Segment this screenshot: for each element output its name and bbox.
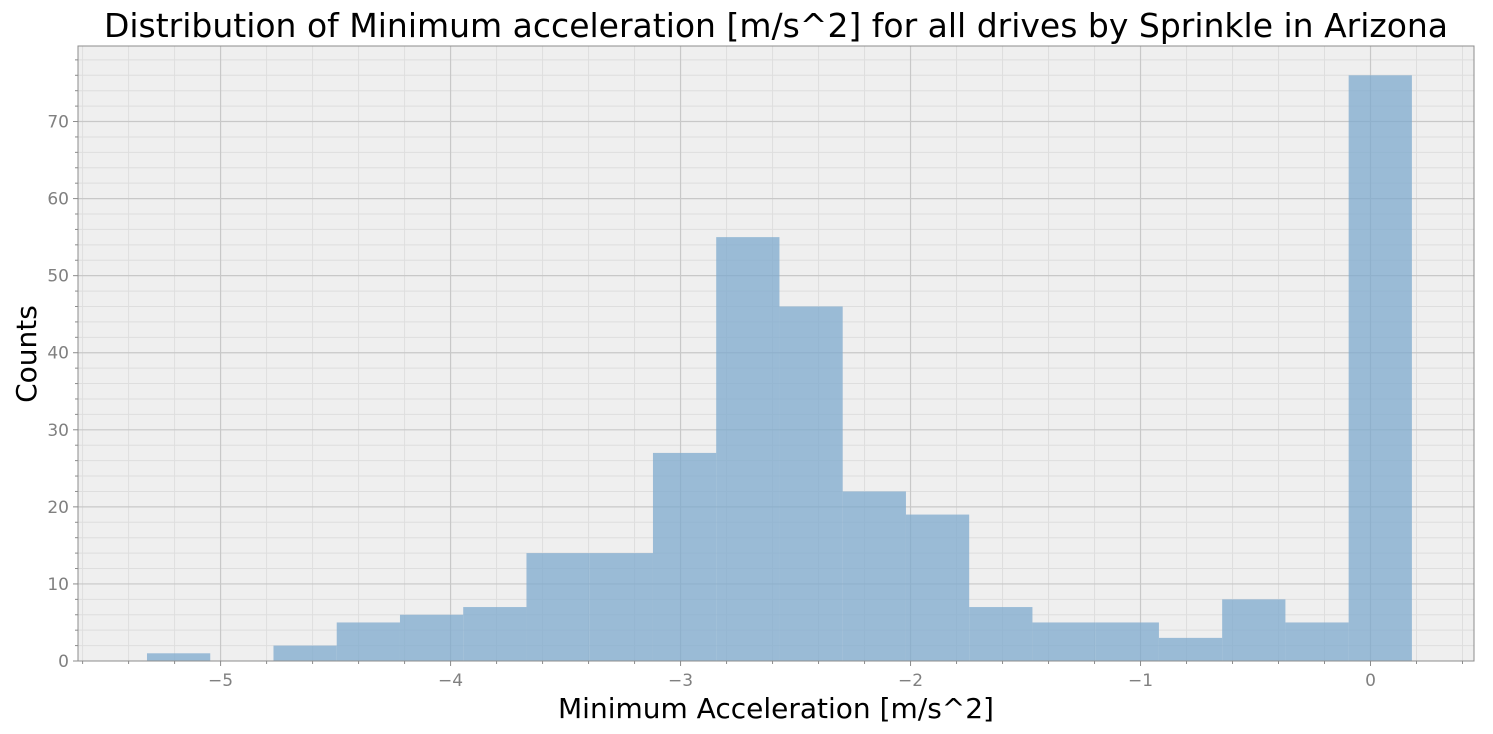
x-tick-label: −1 xyxy=(1128,671,1153,691)
histogram-bar xyxy=(779,306,843,661)
minor-grid xyxy=(78,46,1474,661)
y-tick-label: 30 xyxy=(47,421,69,441)
y-tick-label: 60 xyxy=(47,190,69,210)
histogram-bar xyxy=(1158,637,1223,661)
x-tick-label: −2 xyxy=(898,671,923,691)
y-axis-ticks: 0 10 20 30 40 50 60 70 xyxy=(47,59,78,672)
x-axis-label: Minimum Acceleration [m/s^2] xyxy=(558,692,994,725)
y-axis-label: Counts xyxy=(10,305,43,403)
histogram-bar xyxy=(589,553,653,661)
major-grid xyxy=(78,46,1474,661)
histogram-bar xyxy=(842,491,906,661)
y-tick-label: 40 xyxy=(47,344,69,364)
x-tick-label: −4 xyxy=(438,671,463,691)
histogram-bar xyxy=(905,514,970,661)
histogram-bar xyxy=(1095,622,1159,661)
histogram-bar xyxy=(1285,622,1349,661)
histogram-bar xyxy=(336,622,400,661)
x-tick-label: 0 xyxy=(1365,671,1376,691)
x-tick-label: −3 xyxy=(668,671,693,691)
x-axis-ticks: −5 −4 −3 −2 −1 0 xyxy=(82,661,1464,691)
histogram-bar xyxy=(1348,75,1412,662)
bars-group xyxy=(146,75,1412,662)
histogram-bar xyxy=(969,607,1033,661)
y-tick-label: 50 xyxy=(47,267,69,287)
histogram-bar xyxy=(1222,599,1286,661)
plot-frame xyxy=(77,45,1475,662)
y-tick-label: 10 xyxy=(47,575,69,595)
histogram-bar xyxy=(399,614,464,661)
y-tick-label: 20 xyxy=(47,498,69,518)
x-tick-label: −5 xyxy=(208,671,233,691)
histogram-bar xyxy=(1032,622,1096,661)
histogram-bar xyxy=(146,653,211,661)
histogram-bar xyxy=(652,452,717,661)
histogram-bar xyxy=(716,237,780,662)
chart-title: Distribution of Minimum acceleration [m/… xyxy=(104,6,1448,45)
histogram-bar xyxy=(463,607,527,661)
histogram-bar xyxy=(526,553,590,661)
y-tick-label: 0 xyxy=(58,652,69,672)
histogram-bar xyxy=(273,645,337,661)
y-tick-label: 70 xyxy=(47,113,69,133)
